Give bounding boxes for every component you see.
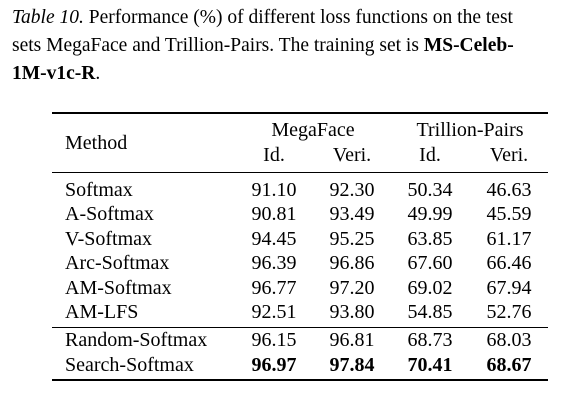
cell-value: 92.51 <box>251 301 297 323</box>
cell-value: 96.77 <box>251 276 297 299</box>
cell-value: 93.49 <box>329 203 375 226</box>
header-rule <box>52 172 548 173</box>
cell-value: 68.73 <box>407 329 453 352</box>
section-rule <box>52 327 548 329</box>
cell-value: 97.84 <box>329 353 375 376</box>
caption-text: Performance (%) of different loss functi… <box>83 7 513 28</box>
cell-value: 68.03 <box>486 329 532 352</box>
caption-label: Table 10. <box>12 7 84 28</box>
caption-line: Table 10. Performance (%) of different l… <box>12 6 513 30</box>
cell-value: 96.81 <box>329 329 375 352</box>
cell-value: 92.30 <box>329 179 375 201</box>
cell-value: 96.15 <box>251 329 297 352</box>
caption-text: sets MegaFace and Trillion-Pairs. The tr… <box>12 35 424 56</box>
column-header: Veri. <box>489 144 529 166</box>
cell-value: 96.39 <box>251 252 297 275</box>
method-name: A-Softmax <box>65 203 154 226</box>
cell-value: 52.76 <box>486 301 532 323</box>
cell-value: 97.20 <box>329 276 375 299</box>
cell-value: 61.17 <box>486 227 532 250</box>
cell-value: 50.34 <box>407 179 453 201</box>
cell-value: 67.60 <box>407 252 453 275</box>
method-name: Random-Softmax <box>65 329 208 352</box>
group-header: Trillion-Pairs <box>416 119 524 141</box>
cell-value: 96.86 <box>329 252 375 275</box>
top-rule <box>52 112 548 114</box>
bottom-rule <box>52 379 548 381</box>
group-header: MegaFace <box>271 119 355 141</box>
method-name: Arc-Softmax <box>65 252 170 275</box>
cell-value: 54.85 <box>407 301 453 323</box>
cell-value: 46.63 <box>486 179 532 201</box>
caption-line: sets MegaFace and Trillion-Pairs. The tr… <box>12 34 514 58</box>
column-header: Id. <box>263 144 285 166</box>
column-header: Veri. <box>332 144 372 166</box>
method-name: AM-LFS <box>65 301 139 323</box>
method-name: AM-Softmax <box>65 276 172 299</box>
caption-bold: MS-Celeb- <box>423 35 514 56</box>
cell-value: 93.80 <box>329 301 375 323</box>
method-name: Softmax <box>65 179 133 201</box>
cell-value: 96.97 <box>251 353 297 376</box>
cell-value: 90.81 <box>251 203 297 226</box>
caption-text: . <box>95 63 101 84</box>
caption-line: 1M-v1c-R. <box>12 62 100 86</box>
cell-value: 49.99 <box>407 203 453 226</box>
cell-value: 63.85 <box>407 227 453 250</box>
method-name: V-Softmax <box>65 227 153 250</box>
cell-value: 67.94 <box>486 276 532 299</box>
cell-value: 68.67 <box>486 353 532 376</box>
cell-value: 70.41 <box>407 353 453 376</box>
cell-value: 91.10 <box>251 179 297 201</box>
method-name: Search-Softmax <box>65 353 194 376</box>
cell-value: 66.46 <box>486 252 532 275</box>
cell-value: 69.02 <box>407 276 453 299</box>
cell-value: 95.25 <box>329 227 375 250</box>
cell-value: 45.59 <box>486 203 532 226</box>
column-header: Id. <box>419 144 441 166</box>
method-header: Method <box>65 132 128 154</box>
caption-bold: 1M-v1c-R <box>12 63 96 84</box>
cell-value: 94.45 <box>251 227 297 250</box>
